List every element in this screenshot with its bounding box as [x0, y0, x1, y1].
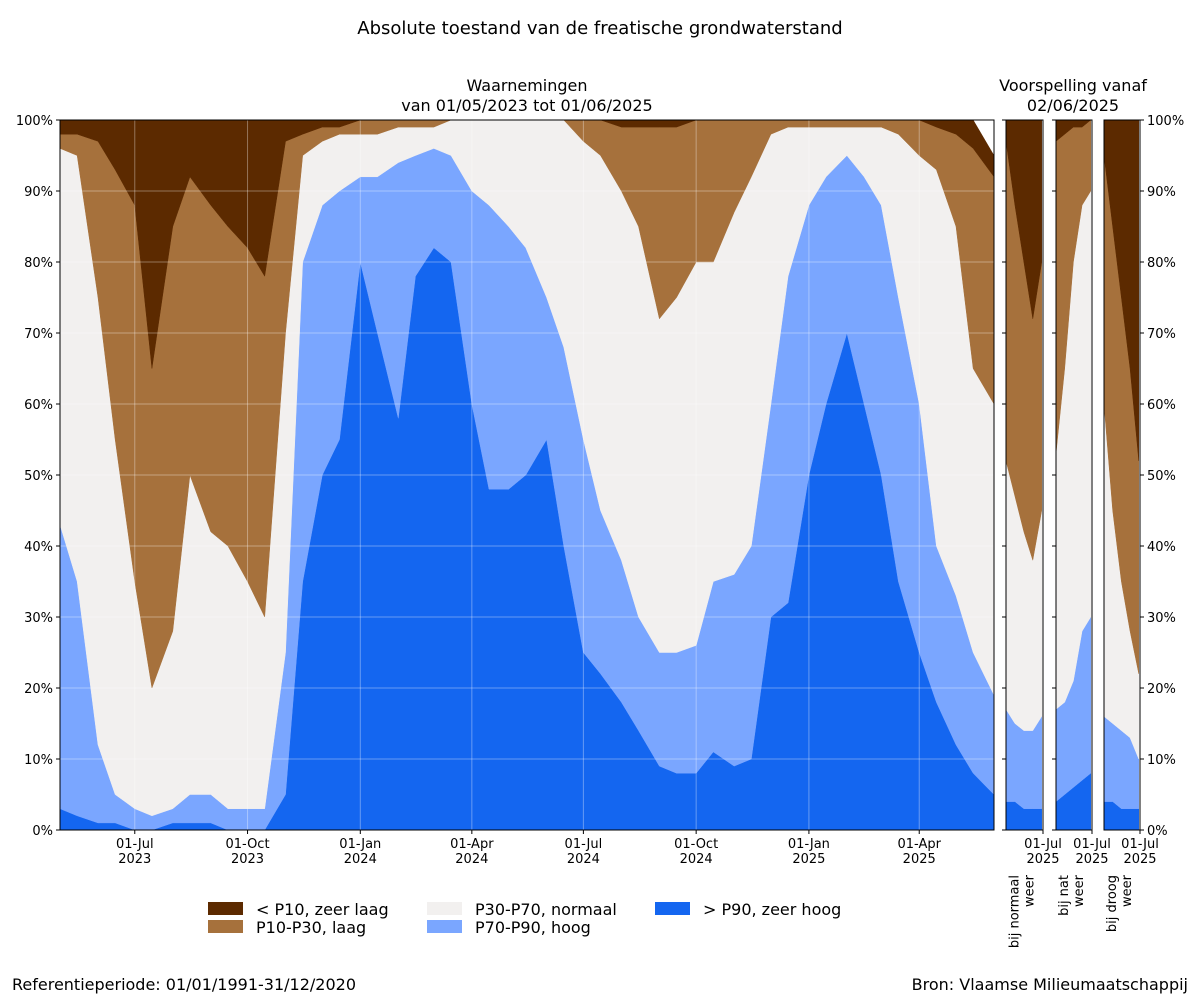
y-tick-label: 30% — [24, 611, 53, 626]
x-axis-label: bij natweer — [1057, 874, 1087, 916]
y-tick-label: 90% — [24, 185, 53, 200]
x-tick-label: 01-Oct 2024 — [674, 837, 718, 867]
legend-swatch — [427, 920, 462, 933]
plot-frame — [1055, 119, 1093, 831]
forecast-subtitle: 02/06/2025 — [1027, 96, 1119, 115]
y-tick-label: 80% — [24, 256, 53, 271]
plot-frame — [1103, 119, 1141, 831]
footer-right: Bron: Vlaamse Milieumaatschappij — [912, 975, 1188, 994]
area-4 — [1006, 120, 1042, 319]
y-tick-label: 80% — [1147, 256, 1176, 271]
plot-frame — [1005, 119, 1044, 831]
area-3 — [60, 120, 994, 689]
chart-subtitle: van 01/05/2023 tot 01/06/2025 — [401, 96, 652, 115]
x-tick-label: 01-Jul 2025 — [1024, 837, 1062, 867]
y-tick-label: 40% — [24, 540, 53, 555]
x-tick-label: 01-Jan 2025 — [788, 837, 830, 867]
x-axis-label: bij normaalweer — [1008, 874, 1038, 948]
chart-title: Waarnemingen — [467, 76, 588, 95]
y-tick-label: 50% — [1147, 469, 1176, 484]
legend-label: > P90, zeer hoog — [703, 900, 841, 919]
legend-label: < P10, zeer laag — [256, 900, 389, 919]
y-tick-label: 10% — [1147, 753, 1176, 768]
x-tick-label: 01-Apr 2024 — [450, 837, 494, 867]
x-axis-label: bij droogweer — [1105, 874, 1135, 932]
y-tick-label: 90% — [1147, 185, 1176, 200]
x-tick-label: 01-Jul 2025 — [1121, 837, 1159, 867]
x-tick-label: 01-Jul 2023 — [116, 837, 154, 867]
legend-swatch — [208, 902, 243, 915]
y-tick-label: 60% — [24, 398, 53, 413]
y-tick-label: 0% — [1147, 824, 1168, 839]
area-4 — [1104, 120, 1140, 461]
y-tick-label: 40% — [1147, 540, 1176, 555]
legend-label: P10-P30, laag — [256, 918, 366, 937]
plot-frame — [59, 119, 995, 831]
y-tick-label: 70% — [24, 327, 53, 342]
legend-swatch — [208, 920, 243, 933]
y-tick-label: 30% — [1147, 611, 1176, 626]
y-tick-label: 20% — [1147, 682, 1176, 697]
y-tick-label: 100% — [1147, 114, 1184, 129]
legend-label: P30-P70, normaal — [475, 900, 617, 919]
legend-label: P70-P90, hoog — [475, 918, 591, 937]
x-tick-label: 01-Jul 2024 — [565, 837, 603, 867]
y-tick-label: 10% — [24, 753, 53, 768]
y-tick-label: 0% — [32, 824, 53, 839]
x-tick-label: 01-Oct 2023 — [225, 837, 269, 867]
area-4 — [60, 120, 994, 369]
y-tick-label: 60% — [1147, 398, 1176, 413]
page-title: Absolute toestand van de freatische gron… — [357, 18, 842, 39]
x-tick-label: 01-Jul 2025 — [1073, 837, 1111, 867]
y-tick-label: 100% — [16, 114, 53, 129]
legend-swatch — [427, 902, 462, 915]
x-tick-label: 01-Jan 2024 — [339, 837, 381, 867]
y-tick-label: 50% — [24, 469, 53, 484]
x-tick-label: 01-Apr 2025 — [898, 837, 942, 867]
footer-left: Referentieperiode: 01/01/1991-31/12/2020 — [12, 975, 356, 994]
area-4 — [1056, 120, 1092, 142]
y-tick-label: 20% — [24, 682, 53, 697]
forecast-title: Voorspelling vanaf — [999, 76, 1147, 95]
y-tick-label: 70% — [1147, 327, 1176, 342]
legend-swatch — [655, 902, 690, 915]
